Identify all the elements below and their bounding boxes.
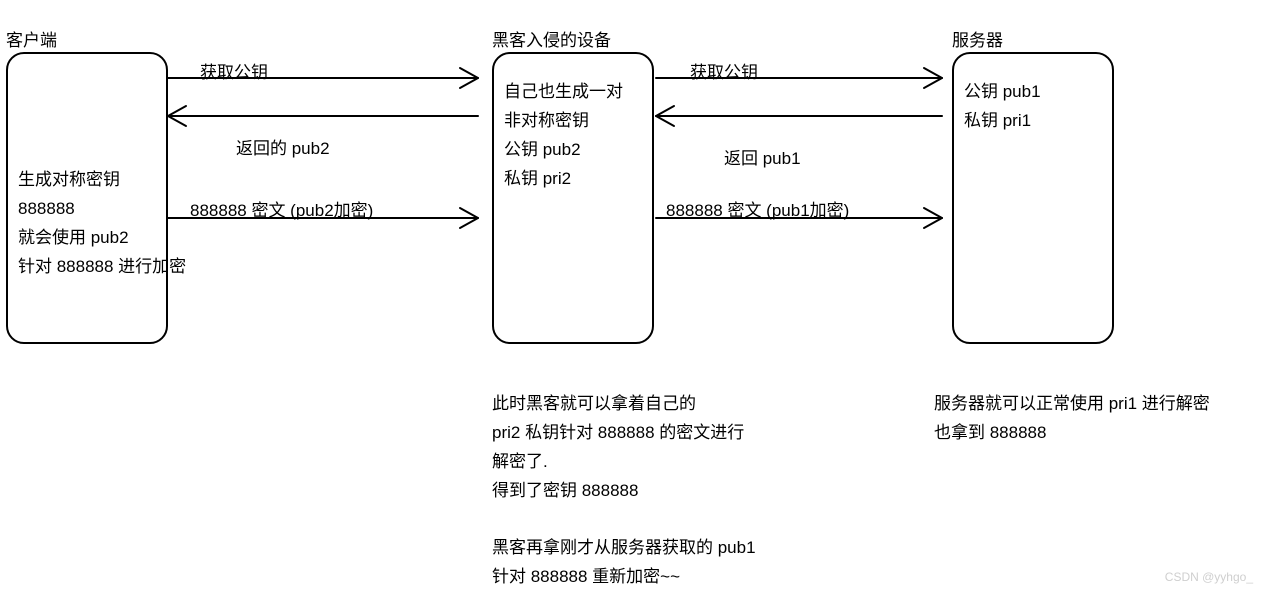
arrow-label-a5: 返回 pub1: [724, 144, 801, 169]
client-line: 针对 888888 进行加密: [18, 253, 156, 282]
arrow-label-a4: 获取公钥: [690, 58, 758, 83]
client-line: 就会使用 pub2: [18, 224, 156, 253]
hacker-title: 黑客入侵的设备: [492, 26, 611, 51]
client-title: 客户端: [6, 26, 57, 51]
client-line: 888888: [18, 195, 156, 224]
arrow-label-a2: 返回的 pub2: [236, 134, 330, 159]
hacker-note: 此时黑客就可以拿着自己的 pri2 私钥针对 888888 的密文进行 解密了.…: [492, 390, 756, 592]
note-line: 解密了.: [492, 448, 756, 477]
note-line: 得到了密钥 888888: [492, 477, 756, 506]
server-box: 公钥 pub1 私钥 pri1: [952, 52, 1114, 344]
hacker-line: 自己也生成一对: [504, 78, 642, 107]
server-title: 服务器: [952, 26, 1003, 51]
hacker-box: 自己也生成一对 非对称密钥 公钥 pub2 私钥 pri2: [492, 52, 654, 344]
hacker-line: 私钥 pri2: [504, 165, 642, 194]
server-note: 服务器就可以正常使用 pri1 进行解密 也拿到 888888: [934, 390, 1210, 448]
note-line: 此时黑客就可以拿着自己的: [492, 390, 756, 419]
arrow-label-a3: 888888 密文 (pub2加密): [190, 196, 373, 221]
arrow-label-a6: 888888 密文 (pub1加密): [666, 196, 849, 221]
server-line: 公钥 pub1: [964, 78, 1102, 107]
hacker-line: 公钥 pub2: [504, 136, 642, 165]
note-line: 黑客再拿刚才从服务器获取的 pub1: [492, 534, 756, 563]
note-line: 也拿到 888888: [934, 419, 1210, 448]
note-line: 服务器就可以正常使用 pri1 进行解密: [934, 390, 1210, 419]
server-line: 私钥 pri1: [964, 107, 1102, 136]
arrow-label-a1: 获取公钥: [200, 58, 268, 83]
note-line: pri2 私钥针对 888888 的密文进行: [492, 419, 756, 448]
hacker-line: 非对称密钥: [504, 107, 642, 136]
note-line: [492, 506, 756, 535]
client-box: 生成对称密钥 888888 就会使用 pub2 针对 888888 进行加密: [6, 52, 168, 344]
watermark: CSDN @yyhgo_: [1165, 570, 1253, 584]
client-line: 生成对称密钥: [18, 166, 156, 195]
